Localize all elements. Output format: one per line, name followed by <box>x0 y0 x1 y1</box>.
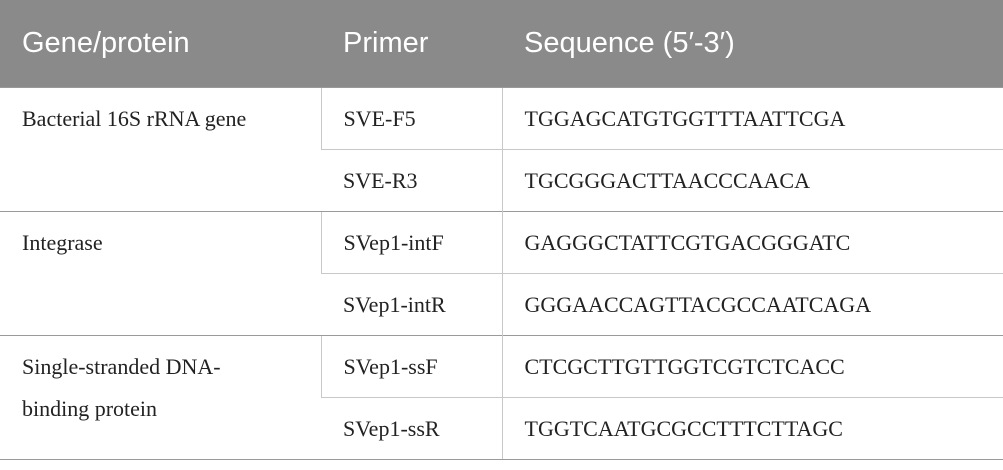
primer-cell: SVep1-ssF <box>320 335 502 398</box>
table-row: Integrase SVep1-intF GAGGGCTATTCGTGACGGGAT… <box>0 211 1003 336</box>
header-cell: Gene/protein <box>0 0 321 88</box>
table-row: SVE-R3 TGCGGGACTTAACCCAACA <box>0 149 1003 212</box>
header-cell: Primer <box>321 0 502 88</box>
primer-cell: SVep1-ssR <box>321 397 502 460</box>
table-row: Bacterial 16S rRNA gene SVE-F5 TGGAGCATGTG… <box>0 87 1003 212</box>
header-cell: Sequence (5′-3′) <box>502 0 1003 88</box>
table-row: SVep1-intR GGGAACCAGTTACGCCAATCAGA <box>0 273 1003 336</box>
primer-table: Gene/protein Primer Sequence (5′-3′) Bacte… <box>0 0 1003 460</box>
primer-cell: SVE-R3 <box>321 149 502 212</box>
table-body: Bacterial 16S rRNA gene SVE-F5 TGGAGCATGTG… <box>0 87 1003 460</box>
primer-cell: SVep1-intF <box>320 211 502 274</box>
sequence-cell: GAGGGCTATTCGTGACGGGATC <box>501 211 1003 274</box>
sequence-cell: TGCGGGACTTAACCCAACA <box>501 149 1003 212</box>
table-row: Single-stranded DNA-binding protein SVep1… <box>0 335 1003 460</box>
sequence-cell: CTCGCTTGTTGGTCGTCTCACC <box>501 335 1003 398</box>
sequence-cell: TGGTCAATGCGCCTTTCTTAGC <box>501 397 1003 460</box>
gene-cell: Bacterial 16S rRNA gene <box>0 87 321 212</box>
gene-cell: Single-stranded DNA-binding protein <box>0 335 321 460</box>
sequence-cell: GGGAACCAGTTACGCCAATCAGA <box>501 273 1003 336</box>
table-row: SVep1-ssR TGGTCAATGCGCCTTTCTTAGC <box>0 397 1003 460</box>
header-row: Gene/protein Primer Sequence (5′-3′) <box>0 0 1003 88</box>
primer-cell: SVep1-intR <box>321 273 502 336</box>
primer-cell: SVE-F5 <box>320 87 502 150</box>
gene-cell: Integrase <box>0 211 321 336</box>
sequence-cell: TGGAGCATGTGGTTTAATTCGA <box>501 87 1003 150</box>
